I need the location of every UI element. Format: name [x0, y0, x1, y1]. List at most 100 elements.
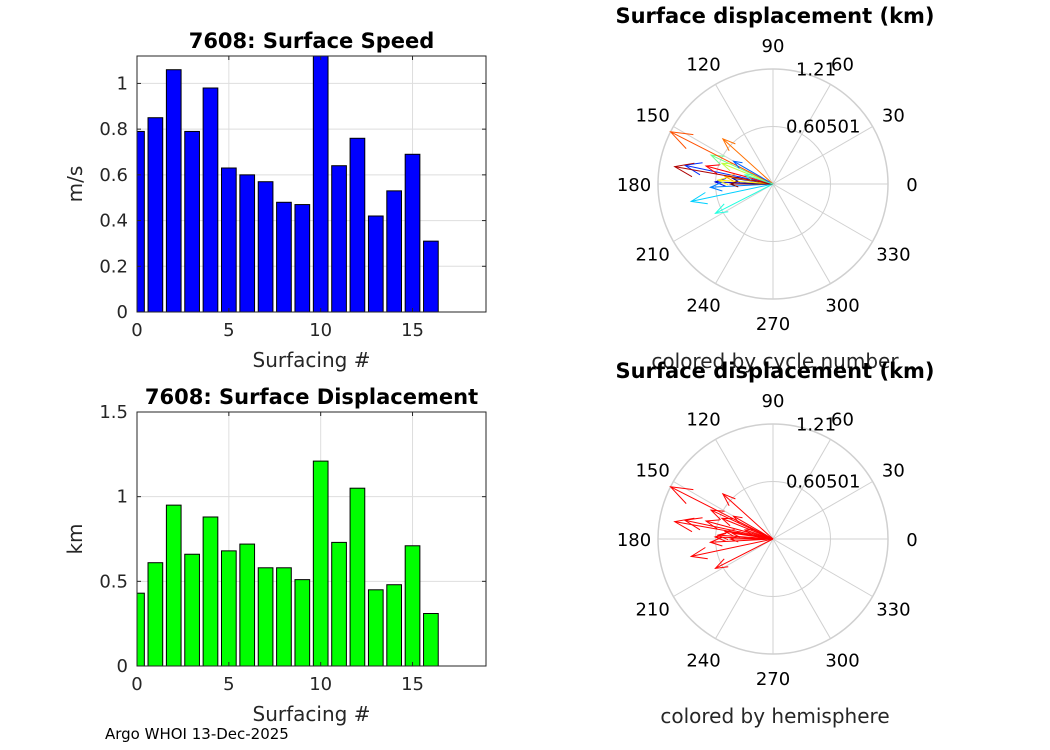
angle-tick-label: 300	[825, 650, 859, 671]
bar	[184, 130, 200, 313]
x-tick-label: 0	[131, 320, 142, 341]
arrow-head	[716, 531, 729, 541]
bar	[276, 201, 292, 313]
y-tick-label: 1	[117, 73, 128, 94]
arrow-head	[708, 536, 723, 547]
displacement-arrow	[716, 531, 774, 541]
bar	[423, 240, 439, 313]
x-axis-label: Surfacing #	[253, 348, 371, 372]
arrow-head	[721, 492, 736, 507]
arrow-head	[713, 532, 727, 542]
arrow-shaft	[670, 486, 774, 540]
bar	[147, 562, 164, 667]
radius-tick-label: 1.21	[796, 60, 836, 81]
displacement-arrow	[720, 162, 774, 185]
axes-box	[136, 55, 487, 313]
chart-title: 7608: Surface Displacement	[145, 385, 478, 409]
arrow-shaft	[705, 520, 774, 540]
displacement-arrow	[689, 183, 774, 205]
y-tick-label: 0.4	[99, 211, 128, 232]
arrow-head	[728, 535, 739, 543]
x-tick-label: 10	[309, 320, 332, 341]
arrow-head	[704, 519, 720, 530]
bar	[294, 579, 311, 667]
angle-tick-label: 210	[635, 600, 669, 621]
x-tick-label: 5	[223, 674, 234, 695]
displacement-arrow	[728, 180, 773, 188]
axes-box	[136, 411, 487, 667]
arrow-shaft	[684, 519, 774, 540]
arrow-shaft	[721, 162, 774, 185]
angle-tick-label: 60	[831, 55, 854, 76]
angle-tick-label: 0	[906, 175, 917, 196]
displacement-arrow	[714, 538, 774, 570]
arrow-head	[689, 192, 708, 205]
bar	[239, 543, 256, 667]
arrow-head	[709, 509, 725, 521]
displacement-arrow	[704, 519, 774, 540]
displacement-arrow	[720, 517, 774, 540]
bar	[257, 181, 274, 313]
y-tick-label: 0.6	[99, 165, 128, 186]
arrow-shaft	[710, 538, 774, 543]
bar	[386, 190, 403, 313]
bar	[220, 550, 237, 667]
displacement-arrow	[732, 160, 774, 185]
bar	[349, 487, 366, 667]
angle-tick-label: 240	[686, 650, 720, 671]
bar-chart-2: 0 5 10 15 0 0.5 1 1.5 7608: Surface Displacement…	[63, 385, 487, 726]
x-tick-label: 5	[223, 320, 234, 341]
displacement-arrow	[743, 174, 774, 185]
bar	[404, 153, 421, 313]
radius-tick-label: 0.60501	[786, 116, 860, 137]
arrow-shaft	[722, 138, 774, 185]
arrow-shaft	[684, 164, 774, 185]
chart-title: 7608: Surface Speed	[189, 29, 435, 53]
bar	[404, 545, 421, 667]
angle-tick-label: 90	[762, 391, 785, 412]
arrow-head	[732, 160, 743, 169]
arrow-shaft	[691, 183, 774, 202]
y-tick-label: 1.5	[99, 402, 128, 423]
arrow-shaft	[674, 166, 774, 185]
angle-tick-label: 120	[686, 55, 720, 76]
bar	[349, 137, 366, 313]
bar	[136, 130, 145, 313]
arrow-head	[673, 162, 695, 178]
arrow-shaft	[744, 174, 774, 185]
bar	[165, 504, 182, 667]
bar	[136, 592, 145, 667]
angle-tick-label: 0	[906, 530, 917, 551]
arrow-head	[713, 177, 727, 187]
arrow-shaft	[715, 538, 774, 569]
displacement-arrow	[714, 183, 774, 215]
bar-chart-1: 0 5 10 15 0 0.2 0.4 0.6 0.8 1 7608: Surface Speed S…	[63, 29, 487, 372]
displacement-arrow	[689, 538, 774, 560]
arrow-shaft	[733, 160, 774, 185]
x-tick-label: 15	[401, 674, 424, 695]
displacement-arrow	[743, 529, 774, 540]
y-axis-label: km	[63, 523, 87, 554]
polar-ring	[657, 423, 889, 655]
radius-tick-label: 0.60501	[786, 471, 860, 492]
angle-tick-label: 330	[876, 245, 910, 266]
angle-tick-label: 240	[686, 295, 720, 316]
y-tick-label: 0.2	[99, 256, 128, 277]
displacement-arrow	[721, 137, 774, 185]
arrow-head	[708, 181, 723, 192]
arrow-shaft	[717, 179, 774, 185]
polar-chart-1: 0 30 60 90 120 150 180 210 240 270 300 330 0.60501 1.…	[615, 4, 934, 373]
angle-tick-label: 330	[876, 600, 910, 621]
x-axis-label: Surfacing #	[253, 702, 371, 726]
displacement-arrow	[716, 176, 774, 186]
bar	[312, 460, 329, 667]
chart-title: Surface displacement (km)	[615, 4, 934, 28]
x-tick-label: 10	[309, 674, 332, 695]
angle-tick-label: 150	[635, 461, 669, 482]
angle-tick-label: 300	[825, 295, 859, 316]
bar	[165, 69, 182, 313]
bar	[147, 117, 164, 313]
angle-tick-label: 30	[882, 106, 905, 127]
bar	[386, 584, 403, 667]
